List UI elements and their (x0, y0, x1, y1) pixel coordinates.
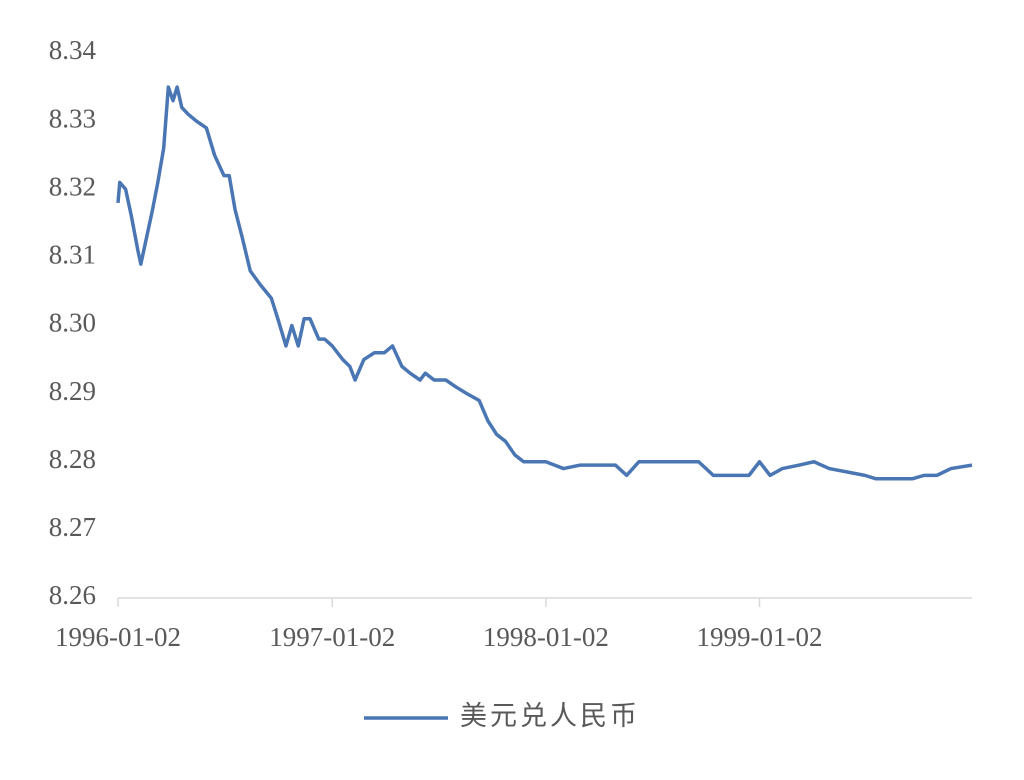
y-tick-label: 8.32 (49, 171, 96, 201)
y-tick-label: 8.26 (49, 580, 96, 610)
line (116, 85, 973, 481)
y-tick-label: 8.34 (49, 35, 97, 65)
y-tick-label: 8.27 (49, 512, 96, 542)
y-tick-label: 8.30 (49, 308, 96, 338)
y-tick-label: 8.33 (49, 103, 96, 133)
legend-label: 美元兑人民币 (460, 701, 640, 731)
x-tick-label: 1997-01-02 (269, 622, 395, 652)
y-tick-label: 8.28 (49, 444, 96, 474)
x-tick-label: 1996-01-02 (55, 622, 181, 652)
y-tick-label: 8.31 (49, 240, 96, 270)
y-tick-label: 8.29 (49, 376, 96, 406)
x-tick-label: 1999-01-02 (697, 622, 823, 652)
x-tick-label: 1998-01-02 (483, 622, 609, 652)
